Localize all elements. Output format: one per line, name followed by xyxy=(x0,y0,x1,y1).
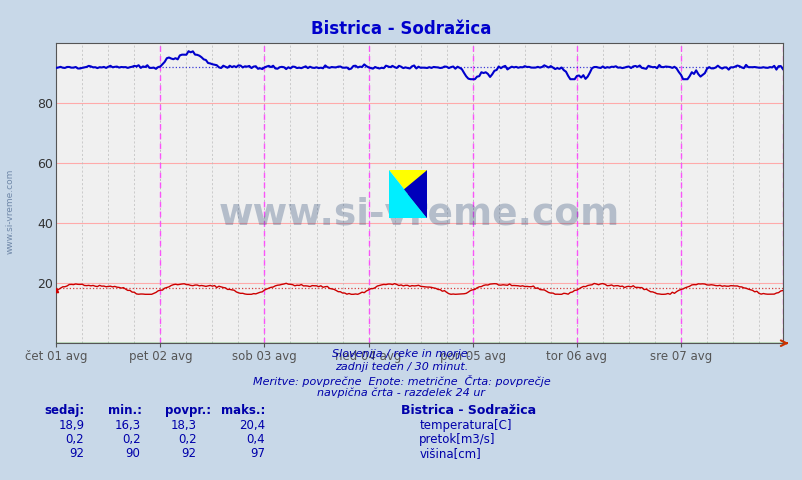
Text: www.si-vreme.com: www.si-vreme.com xyxy=(6,168,15,254)
Text: 90: 90 xyxy=(125,447,140,460)
Text: povpr.:: povpr.: xyxy=(164,404,210,417)
Polygon shape xyxy=(388,170,427,218)
Text: 92: 92 xyxy=(181,447,196,460)
Text: 0,2: 0,2 xyxy=(66,433,84,446)
Text: sedaj:: sedaj: xyxy=(44,404,84,417)
Text: 92: 92 xyxy=(69,447,84,460)
Text: 20,4: 20,4 xyxy=(238,419,265,432)
Text: min.:: min.: xyxy=(108,404,142,417)
Text: temperatura[C]: temperatura[C] xyxy=(419,419,511,432)
Text: 0,4: 0,4 xyxy=(246,433,265,446)
Text: Meritve: povprečne  Enote: metrične  Črta: povprečje: Meritve: povprečne Enote: metrične Črta:… xyxy=(253,375,549,387)
Polygon shape xyxy=(388,170,427,218)
Text: 18,9: 18,9 xyxy=(58,419,84,432)
Text: 18,3: 18,3 xyxy=(171,419,196,432)
Text: 0,2: 0,2 xyxy=(178,433,196,446)
Polygon shape xyxy=(403,170,427,218)
Text: višina[cm]: višina[cm] xyxy=(419,447,480,460)
Text: Slovenija / reke in morje.: Slovenija / reke in morje. xyxy=(331,349,471,360)
Text: 97: 97 xyxy=(249,447,265,460)
Text: 0,2: 0,2 xyxy=(122,433,140,446)
Text: Bistrica - Sodražica: Bistrica - Sodražica xyxy=(311,20,491,38)
Text: pretok[m3/s]: pretok[m3/s] xyxy=(419,433,495,446)
Text: www.si-vreme.com: www.si-vreme.com xyxy=(219,196,619,232)
Text: 16,3: 16,3 xyxy=(114,419,140,432)
Text: maks.:: maks.: xyxy=(221,404,265,417)
Polygon shape xyxy=(407,170,427,218)
Text: Bistrica - Sodražica: Bistrica - Sodražica xyxy=(401,404,536,417)
Text: zadnji teden / 30 minut.: zadnji teden / 30 minut. xyxy=(334,362,468,372)
Text: navpična črta - razdelek 24 ur: navpična črta - razdelek 24 ur xyxy=(317,388,485,398)
